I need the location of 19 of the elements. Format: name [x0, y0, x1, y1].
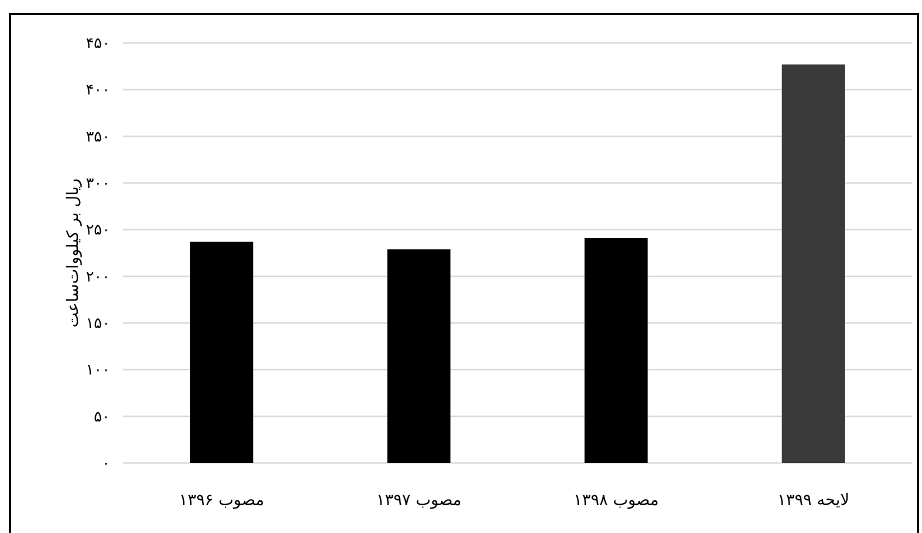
- x-tick-label: مصوب ۱۳۹۶: [179, 490, 264, 509]
- x-tick-label: مصوب ۱۳۹۷: [376, 490, 462, 509]
- y-axis-title: ریال بر کیلووات‌ساعت: [63, 178, 82, 328]
- y-tick-label: ۴۵۰: [86, 34, 110, 52]
- bar: [782, 64, 845, 463]
- y-tick-label: ۴۰۰: [86, 80, 110, 99]
- bar: [387, 249, 450, 463]
- y-tick-label: ۱۵۰: [86, 314, 110, 332]
- y-tick-label: ۲۵۰: [86, 220, 110, 239]
- y-tick-label: ۳۵۰: [86, 127, 110, 146]
- x-tick-label: لایحه ۱۳۹۹: [777, 490, 850, 509]
- y-tick-label: ۵۰: [94, 407, 110, 426]
- bar: [190, 242, 254, 463]
- bar: [584, 238, 648, 463]
- y-tick-label: ۲۰۰: [86, 267, 110, 286]
- y-tick-label: ۰: [102, 454, 110, 472]
- y-tick-label: ۱۰۰: [86, 360, 110, 379]
- x-tick-label: مصوب ۱۳۹۸: [574, 490, 659, 509]
- y-tick-label: ۳۰۰: [86, 174, 110, 192]
